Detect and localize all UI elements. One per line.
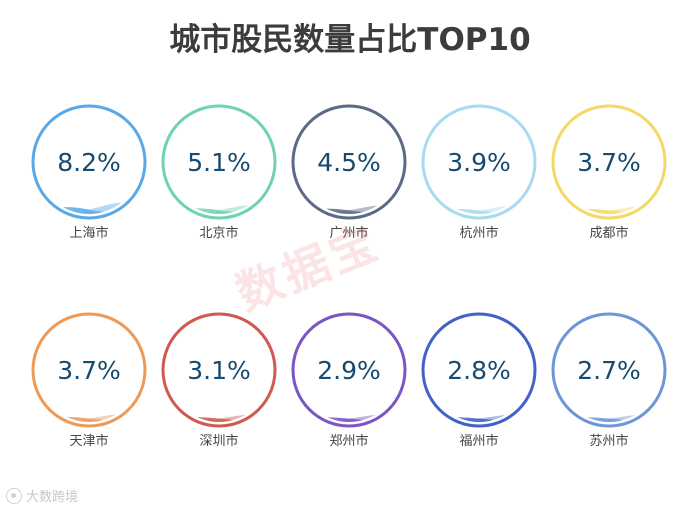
value-label: 3.7% xyxy=(577,148,641,177)
value-label: 3.7% xyxy=(57,356,121,385)
bubble-5: 3.7% 成都市 xyxy=(551,104,667,241)
bubble-10: 2.7% 苏州市 xyxy=(551,312,667,449)
city-label: 福州市 xyxy=(459,433,498,449)
bubble-2: 5.1% 北京市 xyxy=(161,104,277,241)
value-label: 8.2% xyxy=(57,148,121,177)
value-label: 3.1% xyxy=(187,356,251,385)
bubble-1: 8.2% 上海市 xyxy=(31,104,147,241)
bubble-ring xyxy=(551,104,667,220)
value-label: 2.9% xyxy=(317,356,381,385)
bubble-ring xyxy=(551,312,667,428)
bubble-6: 3.7% 天津市 xyxy=(31,312,147,449)
bubble-4: 3.9% 杭州市 xyxy=(421,104,537,241)
bubble-ring xyxy=(31,312,147,428)
value-label: 2.7% xyxy=(577,356,641,385)
city-label: 杭州市 xyxy=(459,225,498,241)
city-label: 上海市 xyxy=(69,225,108,241)
city-label: 深圳市 xyxy=(199,433,238,449)
bubble-9: 2.8% 福州市 xyxy=(421,312,537,449)
bubble-ring xyxy=(291,312,407,428)
value-label: 5.1% xyxy=(187,148,251,177)
city-label: 成都市 xyxy=(589,225,628,241)
footer: 大数跨境 xyxy=(6,486,78,505)
city-label: 郑州市 xyxy=(329,433,368,449)
value-label: 4.5% xyxy=(317,148,381,177)
bubble-ring xyxy=(421,104,537,220)
bubble-ring xyxy=(161,104,277,220)
chart-title: 城市股民数量占比TOP10 xyxy=(169,22,531,58)
bubble-ring xyxy=(161,312,277,428)
footer-source: 大数跨境 xyxy=(26,490,79,505)
source-logo-icon xyxy=(6,487,22,504)
bubble-ring xyxy=(31,104,147,220)
value-label: 2.8% xyxy=(447,356,511,385)
bubble-ring xyxy=(291,104,407,220)
bubble-8: 2.9% 郑州市 xyxy=(291,312,407,449)
city-label: 天津市 xyxy=(69,433,108,449)
value-label: 3.9% xyxy=(447,148,511,177)
bubble-3: 4.5% 广州市 xyxy=(291,104,407,241)
city-label: 北京市 xyxy=(199,225,238,241)
city-label: 广州市 xyxy=(329,225,368,241)
city-label: 苏州市 xyxy=(589,433,628,449)
bubble-7: 3.1% 深圳市 xyxy=(161,312,277,449)
bubble-ring xyxy=(421,312,537,428)
